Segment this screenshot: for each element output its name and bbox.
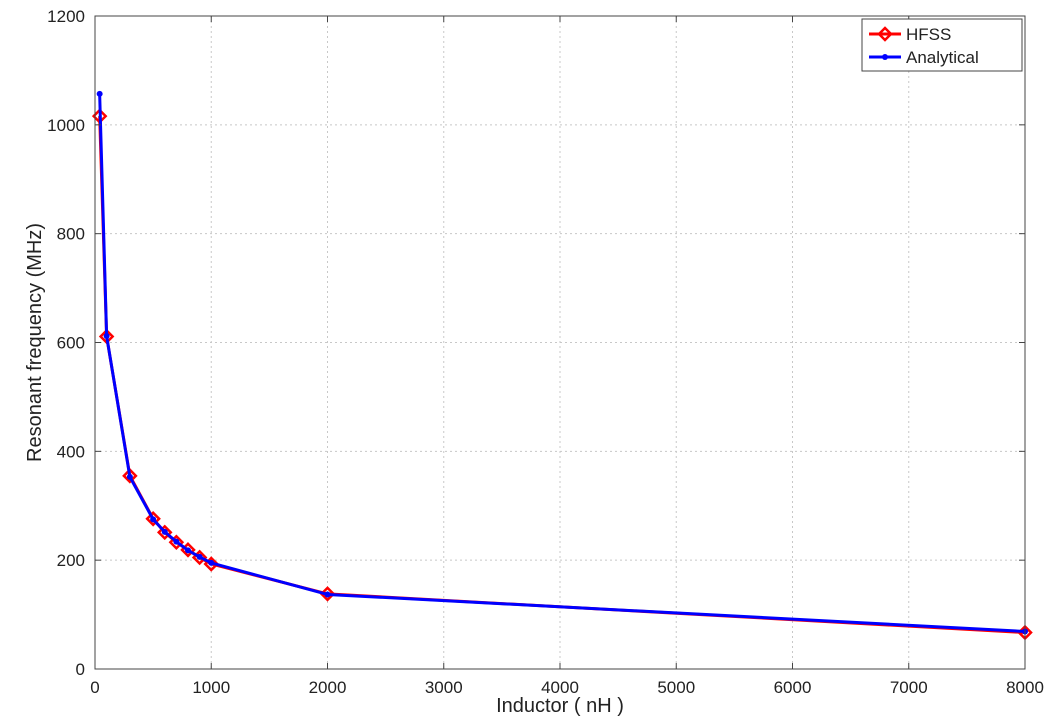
y-tick-label: 800 bbox=[57, 225, 85, 244]
y-axis-label: Resonant frequency (MHz) bbox=[24, 223, 46, 462]
x-tick-label: 4000 bbox=[541, 678, 579, 697]
legend-marker-hfss bbox=[877, 26, 893, 42]
y-tick-label: 200 bbox=[57, 551, 85, 570]
x-axis-label: Inductor ( nH ) bbox=[496, 695, 624, 717]
x-tick-label: 7000 bbox=[890, 678, 928, 697]
legend-box bbox=[861, 18, 1023, 72]
data-point-hfss bbox=[145, 511, 161, 527]
x-tick-label: 6000 bbox=[774, 678, 812, 697]
series-analytical bbox=[96, 90, 1028, 635]
data-point-analytical bbox=[161, 528, 168, 535]
data-point-analytical bbox=[173, 538, 180, 545]
y-tick-label: 0 bbox=[76, 660, 85, 679]
data-point-analytical bbox=[96, 90, 103, 97]
x-tick-label: 1000 bbox=[192, 678, 230, 697]
data-point-hfss bbox=[122, 468, 138, 484]
data-point-analytical bbox=[324, 591, 331, 598]
legend: HFSS Analytical bbox=[861, 18, 1023, 72]
y-tick-label: 400 bbox=[57, 442, 85, 461]
axis-ticks: 0 1000 2000 3000 4000 5000 6000 7000 8000 0 200 400… bbox=[47, 7, 1044, 697]
data-point-analytical bbox=[208, 559, 215, 566]
x-tick-label: 3000 bbox=[425, 678, 463, 697]
series-layer bbox=[91, 90, 1033, 641]
data-point-analytical bbox=[103, 332, 110, 339]
legend-marker-analytical bbox=[882, 54, 888, 60]
data-point-analytical bbox=[185, 547, 191, 554]
legend-label-hfss: HFSS bbox=[906, 25, 951, 44]
x-tick-label: 0 bbox=[90, 678, 99, 697]
legend-label-analytical: Analytical bbox=[906, 48, 979, 67]
grid-lines bbox=[95, 16, 1025, 669]
y-tick-label: 600 bbox=[57, 334, 85, 353]
data-point-hfss bbox=[156, 524, 173, 541]
y-tick-label: 1200 bbox=[47, 7, 85, 26]
x-tick-label: 5000 bbox=[657, 678, 695, 697]
data-point-analytical bbox=[196, 553, 203, 560]
y-tick-label: 1000 bbox=[47, 116, 85, 135]
data-point-analytical bbox=[126, 473, 133, 480]
data-point-analytical bbox=[150, 516, 157, 523]
x-tick-label: 2000 bbox=[309, 678, 347, 697]
x-tick-label: 8000 bbox=[1006, 678, 1044, 697]
